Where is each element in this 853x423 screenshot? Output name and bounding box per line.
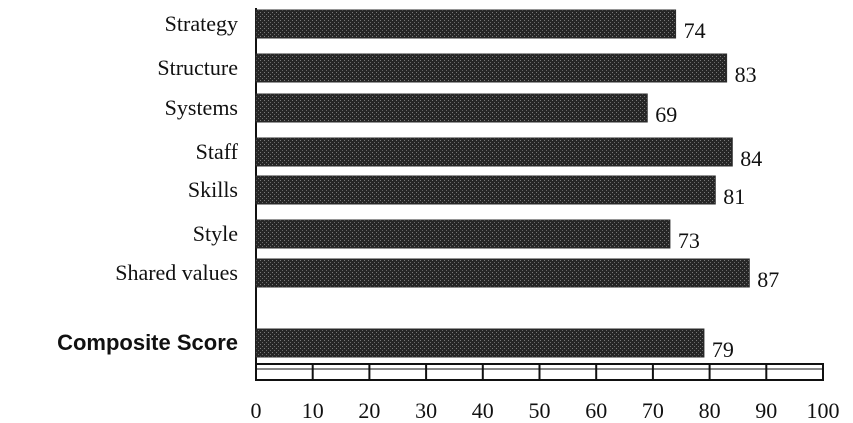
x-tick-label: 90 [755, 398, 777, 423]
category-label: Strategy [165, 11, 238, 36]
x-tick-label: 30 [415, 398, 437, 423]
value-label: 83 [735, 62, 757, 87]
category-label: Skills [188, 177, 238, 202]
category-label: Staff [196, 139, 239, 164]
bar-systems [255, 93, 648, 123]
category-label: Shared values [115, 260, 238, 285]
x-tick-label: 40 [472, 398, 494, 423]
value-label: 74 [684, 18, 706, 43]
category-label: Style [193, 221, 238, 246]
value-label: 69 [655, 102, 677, 127]
x-tick-label: 10 [302, 398, 324, 423]
bar-structure [255, 53, 728, 83]
axis-layer: 0 10 20 30 40 50 60 70 80 90 100 [251, 8, 840, 423]
category-label: Structure [157, 55, 238, 80]
x-tick-label: 20 [358, 398, 380, 423]
labels-layer: Strategy 74 Structure 83 Systems 69 Staff 84 Ski… [57, 11, 779, 362]
bar-skills [255, 175, 716, 205]
bar-composite-score [255, 328, 705, 358]
bar-style [255, 219, 671, 249]
bars-layer [255, 9, 750, 358]
category-label: Composite Score [57, 330, 238, 355]
value-label: 73 [678, 228, 700, 253]
x-tick-label: 100 [807, 398, 840, 423]
x-tick-label: 60 [585, 398, 607, 423]
x-tick-label: 50 [529, 398, 551, 423]
bar-staff [255, 137, 733, 167]
value-label: 84 [740, 146, 762, 171]
category-label: Systems [165, 95, 238, 120]
bar-strategy [255, 9, 677, 39]
x-tick-label: 0 [251, 398, 262, 423]
value-label: 81 [723, 184, 745, 209]
bar-shared-values [255, 258, 750, 288]
x-tick-label: 80 [699, 398, 721, 423]
x-tick-label: 70 [642, 398, 664, 423]
value-label: 79 [712, 337, 734, 362]
value-label: 87 [757, 267, 779, 292]
